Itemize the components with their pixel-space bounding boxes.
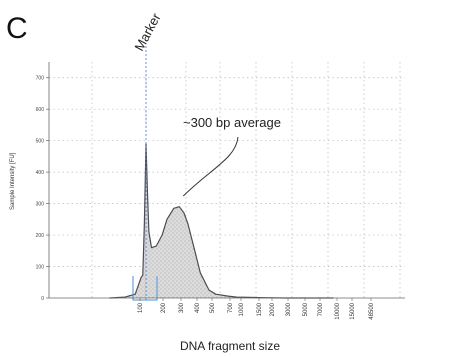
y-tick-label: 500	[36, 139, 45, 145]
panel-label: C	[6, 12, 28, 45]
annotation-layer: Marker ~300 bp average	[131, 10, 281, 197]
x-tick-label: 7000	[318, 302, 324, 316]
x-tick-layer: 100 200 300 400 500 700 1000 1500 2000 3000 5000 70…	[138, 298, 375, 320]
x-tick-label: 5000	[303, 302, 309, 316]
x-tick-label: 3000	[286, 302, 292, 316]
y-tick-label: 700	[36, 76, 45, 82]
x-tick-label: 1000	[239, 302, 245, 316]
x-tick-label: 48500	[369, 302, 375, 319]
y-tick-label: 600	[36, 107, 45, 113]
annotation-arrow	[182, 136, 239, 197]
x-tick-label: 15000	[350, 302, 356, 319]
x-tick-label: 300	[179, 302, 185, 313]
marker-label: Marker	[131, 10, 164, 53]
x-tick-label: 700	[228, 302, 234, 313]
annotation-text: ~300 bp average	[183, 115, 281, 130]
series-line	[109, 143, 334, 299]
series-area-fill	[109, 143, 334, 298]
y-axis-title: Sample Intensity [FU]	[10, 152, 16, 210]
x-tick-label: 10000	[335, 302, 341, 319]
y-tick-layer: 0 100 200 300 400 500 600 700	[36, 76, 49, 302]
x-tick-label: 1500	[257, 302, 263, 316]
y-tick-label: 0	[41, 296, 44, 302]
y-tick-label: 200	[36, 233, 45, 239]
y-tick-label: 100	[36, 265, 45, 271]
x-tick-label: 200	[161, 302, 167, 313]
data-layer	[109, 46, 334, 301]
grid-layer	[49, 62, 405, 298]
x-tick-label: 500	[210, 302, 216, 313]
x-tick-label: 100	[138, 302, 144, 313]
x-tick-label: 400	[195, 302, 201, 313]
y-tick-label: 400	[36, 170, 45, 176]
marker-bracket	[132, 276, 158, 301]
x-axis-title: DNA fragment size	[180, 339, 280, 353]
x-tick-label: 2000	[270, 302, 276, 316]
y-tick-label: 300	[36, 202, 45, 208]
